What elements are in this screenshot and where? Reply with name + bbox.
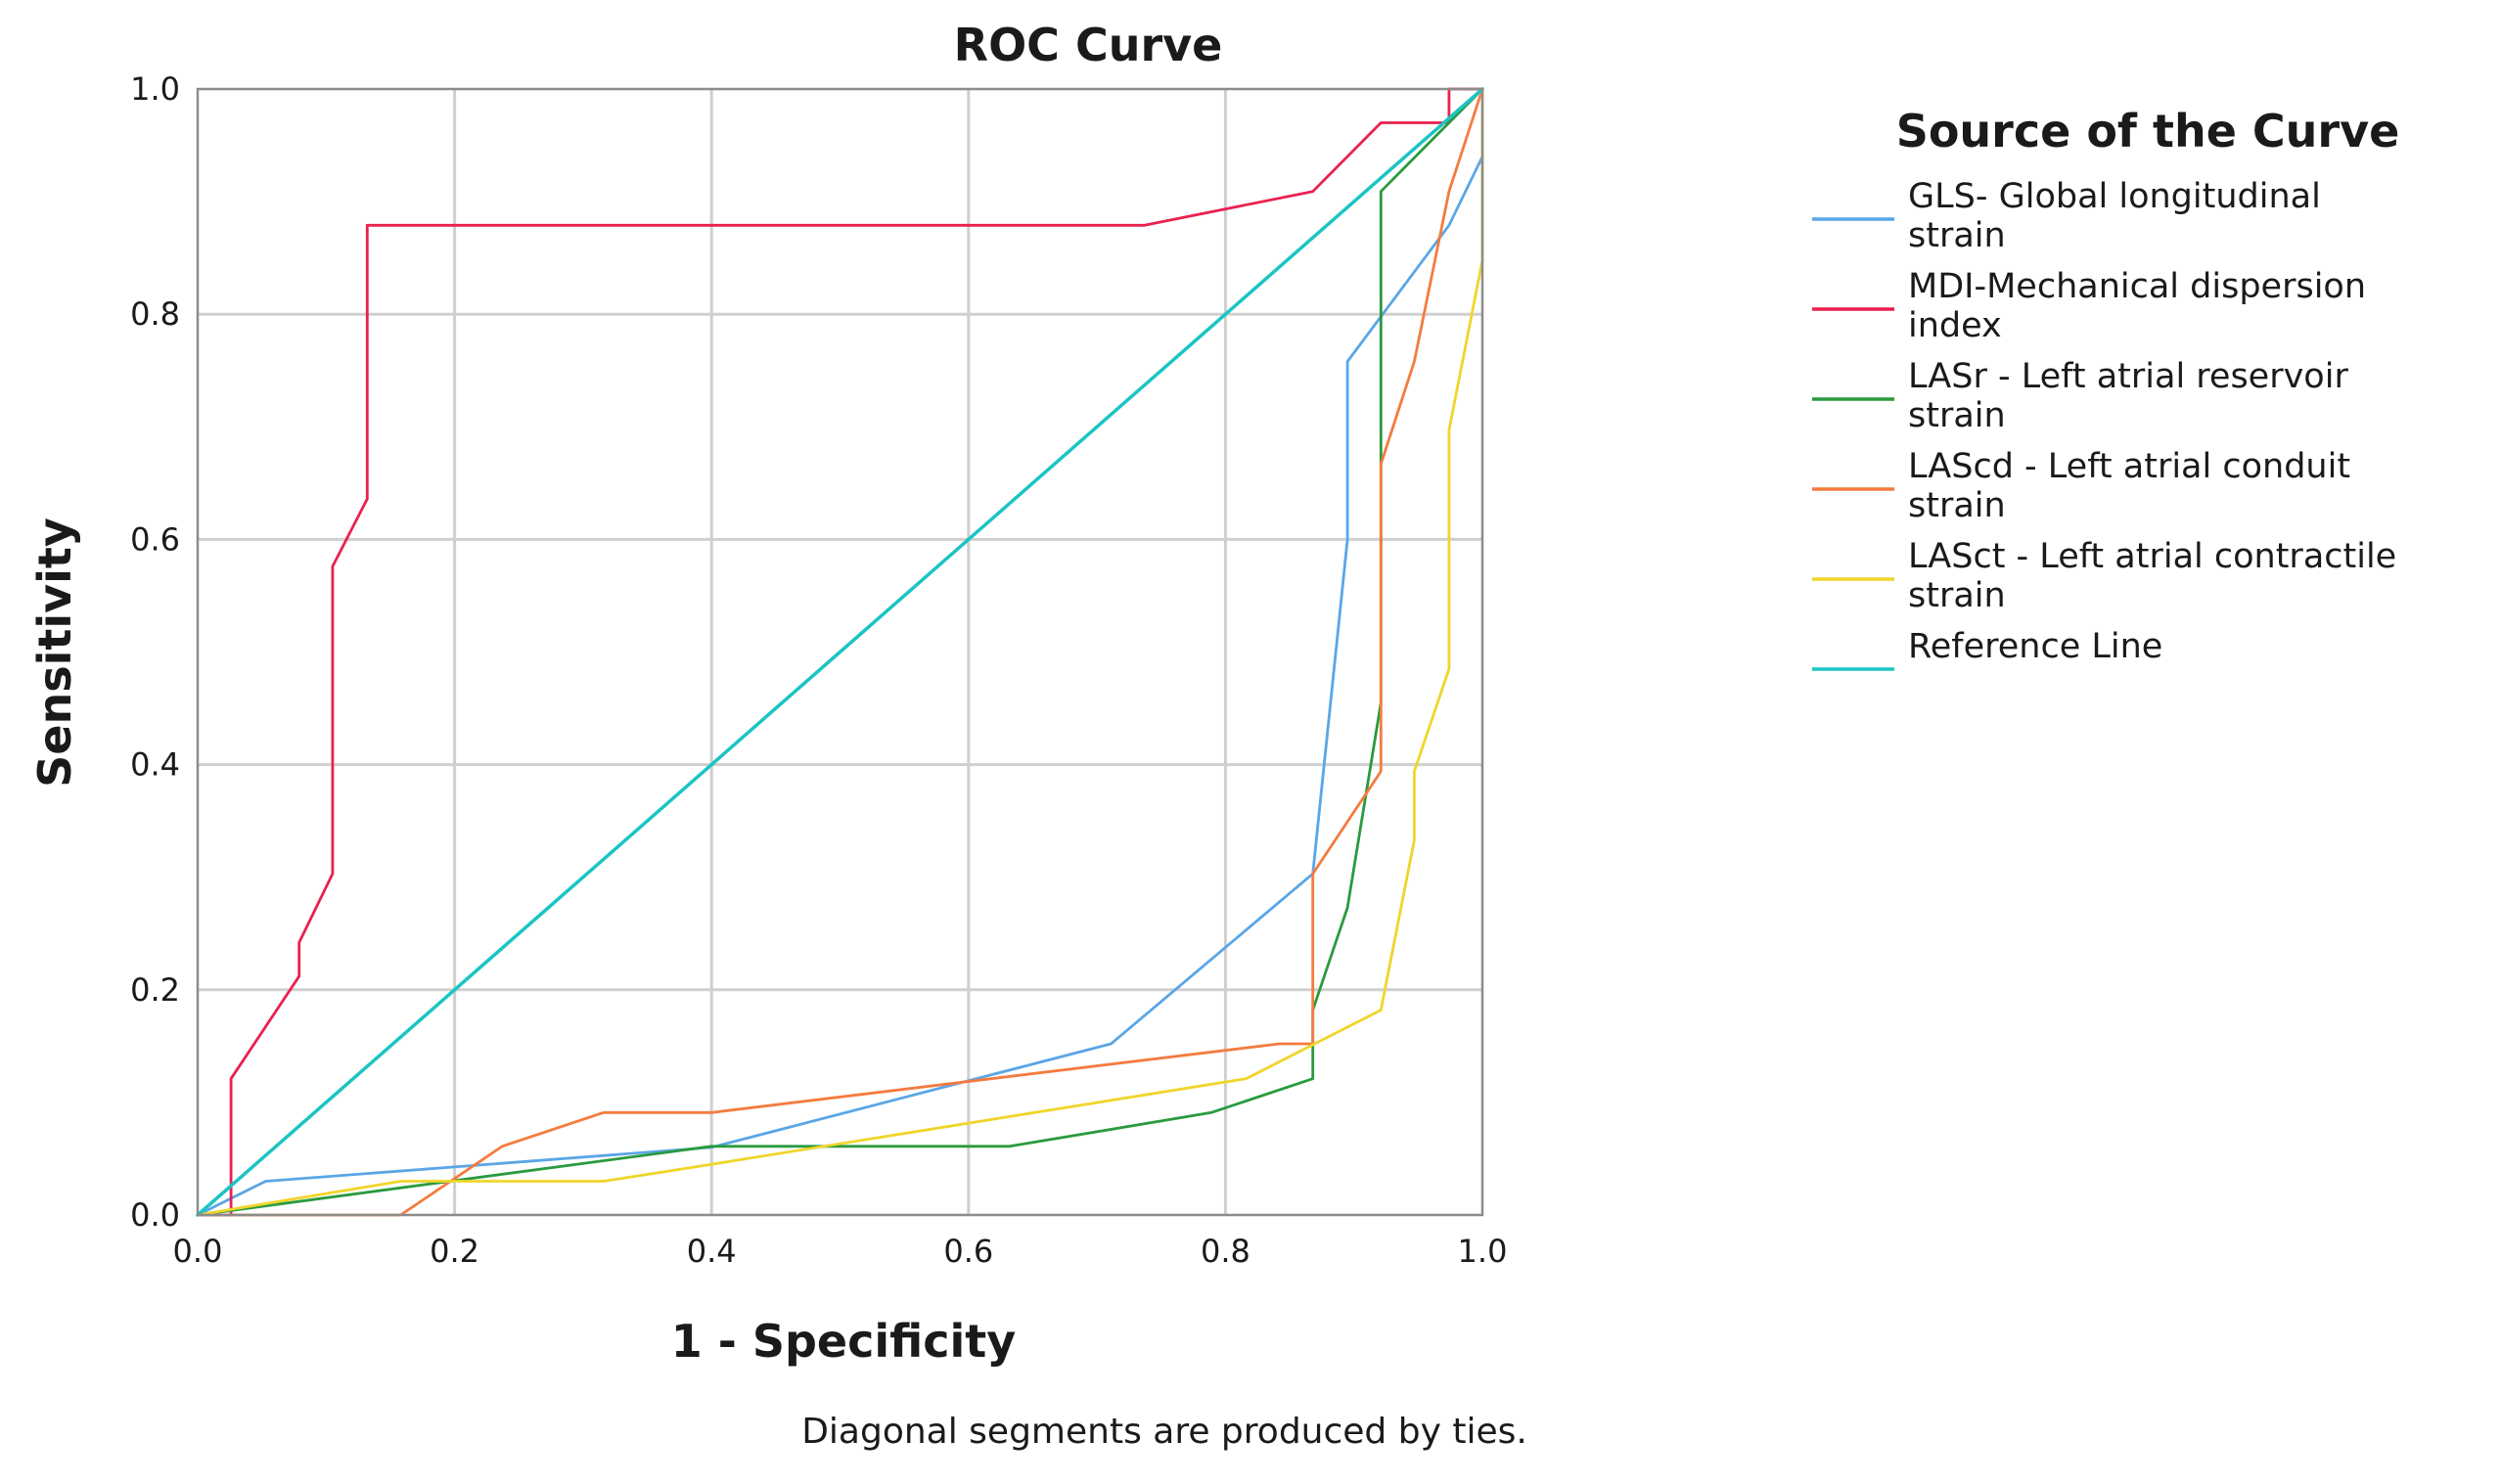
legend-label-2-0: LASr - Left atrial reservoir [1908,357,2348,396]
y-tick-label-3: 0.6 [130,520,180,558]
x-tick-label-4: 0.8 [1201,1233,1250,1270]
x-tick-label-5: 1.0 [1458,1233,1508,1270]
grid [198,89,1482,1215]
x-tick-label-2: 0.4 [687,1233,737,1270]
x-tick-label-0: 0.0 [173,1233,223,1270]
legend-label-5-0: Reference Line [1908,627,2162,666]
y-tick-label-1: 0.2 [130,971,180,1009]
y-tick-label-4: 0.8 [130,295,180,333]
legend-label-1-0: MDI-Mechanical dispersion [1908,267,2366,306]
legend-label-4-1: strain [1908,576,2006,615]
x-tick-label-1: 0.2 [430,1233,479,1270]
legend-label-3-0: LAScd - Left atrial conduit [1908,447,2350,486]
chart-title: ROC Curve [954,19,1223,71]
footnote: Diagonal segments are produced by ties. [801,1412,1527,1452]
legend-label-3-1: strain [1908,486,2006,525]
legend-label-0-1: strain [1908,216,2006,255]
tick-labels: 0.0 0.2 0.4 0.6 0.8 1.0 0.0 0.2 0.4 0.6 0.8 1.0 [130,70,1507,1270]
legend: GLS- Global longitudinalstrainMDI-Mechan… [1812,177,2396,671]
y-tick-label-5: 1.0 [130,70,180,108]
series-line-1 [196,87,1484,1217]
series-lines [196,87,1484,1217]
x-tick-label-3: 0.6 [943,1233,993,1270]
y-tick-label-2: 0.4 [130,746,180,784]
legend-label-1-1: index [1908,306,2002,345]
legend-title: Source of the Curve [1896,105,2400,157]
legend-label-4-0: LASct - Left atrial contractile [1908,537,2396,576]
y-tick-label-0: 0.0 [130,1196,180,1234]
plot-frame [196,87,1484,1217]
legend-label-2-1: strain [1908,396,2006,435]
series-line-5 [196,87,1484,1217]
y-axis-label: Sensitivity [28,517,81,787]
series-line-4 [196,87,1484,1217]
x-axis-label: 1 - Specificity [671,1315,1017,1368]
legend-label-0-0: GLS- Global longitudinal [1908,177,2321,216]
